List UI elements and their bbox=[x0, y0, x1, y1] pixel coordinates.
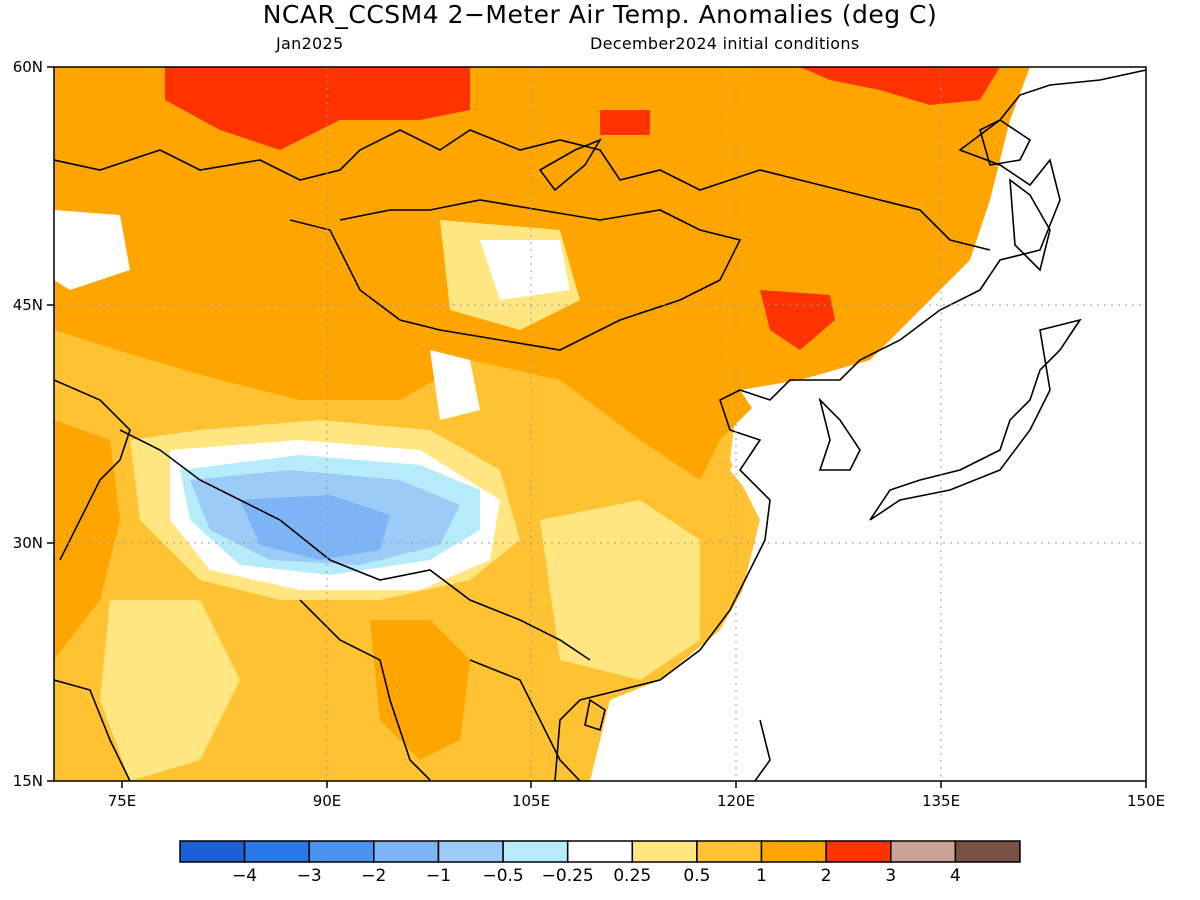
colorbar-swatch-3 bbox=[373, 840, 440, 863]
colorbar-swatch-2 bbox=[308, 840, 375, 863]
anomaly-region-2-3-baikal bbox=[600, 110, 650, 135]
colorbar-label-3: −1 bbox=[426, 866, 451, 886]
colorbar-swatch-8 bbox=[696, 840, 763, 863]
lat-label-15n: 15N bbox=[13, 772, 43, 790]
lon-label-150e: 150E bbox=[1127, 792, 1165, 810]
colorbar-label-8: 1 bbox=[756, 866, 767, 886]
colorbar-label-1: −3 bbox=[297, 866, 322, 886]
map-frame bbox=[53, 66, 1147, 782]
anomaly-region-near-zero-interior bbox=[430, 350, 480, 420]
lon-label-120e: 120E bbox=[717, 792, 755, 810]
colorbar-swatch-7 bbox=[631, 840, 698, 863]
initial-conditions: December2024 initial conditions bbox=[590, 34, 860, 53]
anomaly-region-0_25-0_5-south bbox=[540, 500, 700, 680]
gridlines bbox=[54, 67, 1146, 781]
anomaly-region-near-zero-mongolia bbox=[480, 240, 570, 300]
colorbar-label-10: 3 bbox=[885, 866, 896, 886]
colorbar-label-6: 0.25 bbox=[613, 866, 651, 886]
colorbar-label-7: 0.5 bbox=[683, 866, 710, 886]
colorbar-swatch-10 bbox=[825, 840, 892, 863]
colorbar-label-5: −0.25 bbox=[542, 866, 594, 886]
colorbar-label-2: −2 bbox=[361, 866, 386, 886]
colorbar-swatch-0 bbox=[179, 840, 246, 863]
lon-label-105e: 105E bbox=[512, 792, 550, 810]
axis-ticks bbox=[47, 66, 1147, 788]
colorbar-label-4: −0.5 bbox=[482, 866, 523, 886]
colorbar-swatch-1 bbox=[243, 840, 310, 863]
colorbar-swatch-5 bbox=[502, 840, 569, 863]
colorbar-swatch-9 bbox=[760, 840, 827, 863]
anomaly-region-2-3-northeast bbox=[800, 67, 1000, 105]
anomaly-region-2-3-manchuria bbox=[760, 290, 835, 350]
anomaly-region-near-zero-west bbox=[54, 210, 130, 290]
anomaly-region-1-2-india bbox=[54, 420, 120, 660]
lon-label-135e: 135E bbox=[922, 792, 960, 810]
lat-label-30n: 30N bbox=[13, 534, 43, 552]
lat-label-45n: 45N bbox=[13, 296, 43, 314]
colorbar-label-0: −4 bbox=[232, 866, 257, 886]
colorbar-swatch-4 bbox=[437, 840, 504, 863]
lat-label-60n: 60N bbox=[13, 58, 43, 76]
forecast-month: Jan2025 bbox=[276, 34, 344, 53]
anomaly-region-0_25-0_5-india bbox=[100, 600, 240, 781]
anomaly-field bbox=[54, 67, 1146, 781]
anomaly-region-1-2-indochina bbox=[370, 620, 470, 760]
lon-label-75e: 75E bbox=[108, 792, 137, 810]
colorbar-swatch-6 bbox=[566, 840, 634, 863]
colorbar-swatch-11 bbox=[890, 840, 957, 863]
anomaly-region-2-3-siberia bbox=[165, 67, 470, 150]
coastlines-and-borders bbox=[54, 69, 1146, 781]
lon-label-90e: 90E bbox=[313, 792, 342, 810]
map-title: NCAR_CCSM4 2−Meter Air Temp. Anomalies (… bbox=[262, 0, 938, 29]
anomaly-region-minus2-minus1 bbox=[240, 495, 390, 560]
colorbar-label-9: 2 bbox=[821, 866, 832, 886]
colorbar-label-11: 4 bbox=[950, 866, 961, 886]
colorbar: −4 −3 −2 −1 −0.5 −0.25 0.25 0.5 1 2 3 4 bbox=[179, 840, 1021, 886]
ocean-mask bbox=[590, 67, 1146, 781]
colorbar-swatch-12 bbox=[954, 840, 1021, 863]
